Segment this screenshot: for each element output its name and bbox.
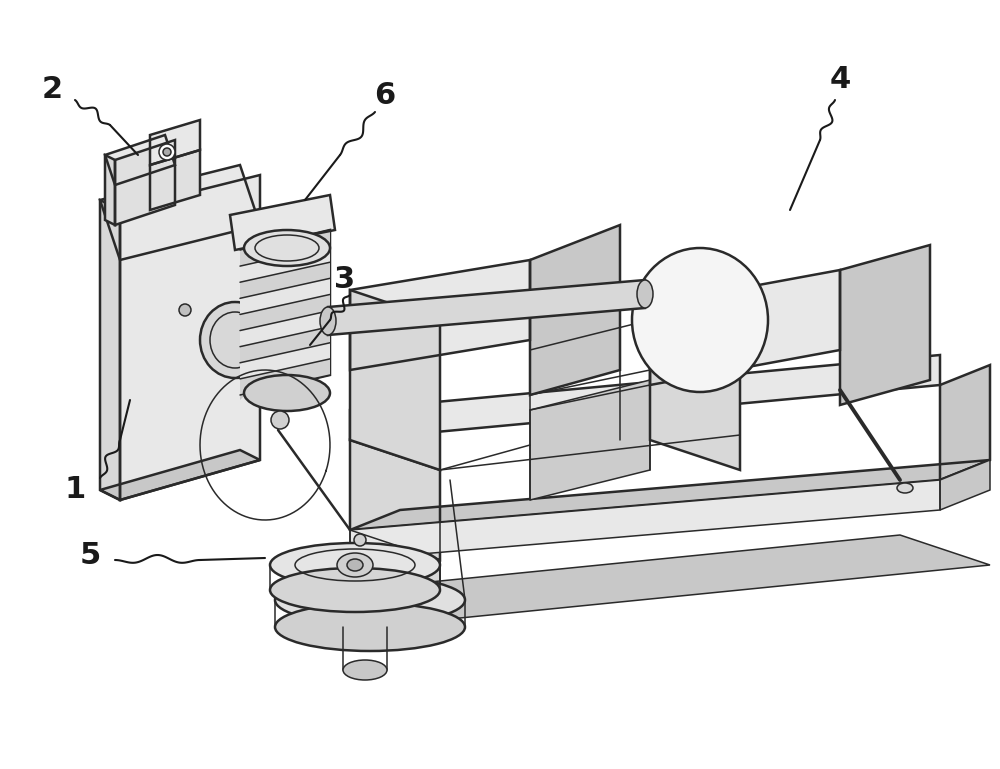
- Ellipse shape: [897, 483, 913, 493]
- Polygon shape: [100, 165, 260, 260]
- Polygon shape: [240, 230, 330, 266]
- Polygon shape: [150, 150, 200, 210]
- Polygon shape: [350, 440, 440, 560]
- Circle shape: [159, 144, 175, 160]
- Polygon shape: [350, 480, 940, 560]
- Polygon shape: [240, 359, 330, 395]
- Polygon shape: [240, 295, 330, 331]
- Polygon shape: [105, 155, 115, 225]
- Ellipse shape: [275, 603, 465, 651]
- Polygon shape: [350, 260, 530, 370]
- Text: 4: 4: [829, 65, 851, 95]
- Polygon shape: [120, 175, 260, 500]
- Polygon shape: [940, 460, 990, 510]
- Polygon shape: [105, 135, 175, 185]
- Ellipse shape: [320, 307, 336, 335]
- Polygon shape: [940, 365, 990, 480]
- Polygon shape: [350, 355, 940, 440]
- Polygon shape: [150, 120, 200, 165]
- Ellipse shape: [637, 280, 653, 308]
- Polygon shape: [350, 535, 990, 620]
- Polygon shape: [245, 230, 330, 395]
- Ellipse shape: [244, 375, 330, 411]
- Ellipse shape: [632, 248, 768, 392]
- Polygon shape: [100, 450, 260, 500]
- Ellipse shape: [244, 230, 330, 266]
- Polygon shape: [240, 262, 330, 298]
- Polygon shape: [100, 200, 120, 500]
- Polygon shape: [530, 225, 620, 395]
- Ellipse shape: [270, 543, 440, 587]
- Text: 1: 1: [64, 475, 86, 504]
- Polygon shape: [240, 311, 330, 347]
- Polygon shape: [240, 343, 330, 379]
- Text: 3: 3: [334, 265, 356, 295]
- Polygon shape: [230, 195, 335, 250]
- Polygon shape: [350, 460, 990, 530]
- Polygon shape: [115, 140, 175, 225]
- Circle shape: [179, 304, 191, 316]
- Polygon shape: [240, 327, 330, 363]
- Circle shape: [163, 148, 171, 156]
- Ellipse shape: [275, 576, 465, 624]
- Polygon shape: [240, 250, 245, 400]
- Ellipse shape: [343, 660, 387, 680]
- Text: 6: 6: [374, 81, 396, 109]
- Polygon shape: [240, 246, 330, 282]
- Polygon shape: [530, 380, 650, 500]
- Polygon shape: [350, 290, 440, 470]
- Polygon shape: [650, 270, 840, 385]
- Circle shape: [271, 411, 289, 429]
- Ellipse shape: [337, 553, 373, 577]
- Polygon shape: [350, 530, 440, 620]
- Polygon shape: [650, 305, 740, 470]
- Polygon shape: [240, 278, 330, 315]
- Ellipse shape: [347, 559, 363, 571]
- Text: 5: 5: [79, 541, 101, 570]
- Text: 2: 2: [41, 75, 63, 105]
- Ellipse shape: [200, 302, 270, 378]
- Polygon shape: [840, 245, 930, 405]
- Polygon shape: [328, 280, 645, 335]
- Ellipse shape: [270, 568, 440, 612]
- Circle shape: [354, 534, 366, 546]
